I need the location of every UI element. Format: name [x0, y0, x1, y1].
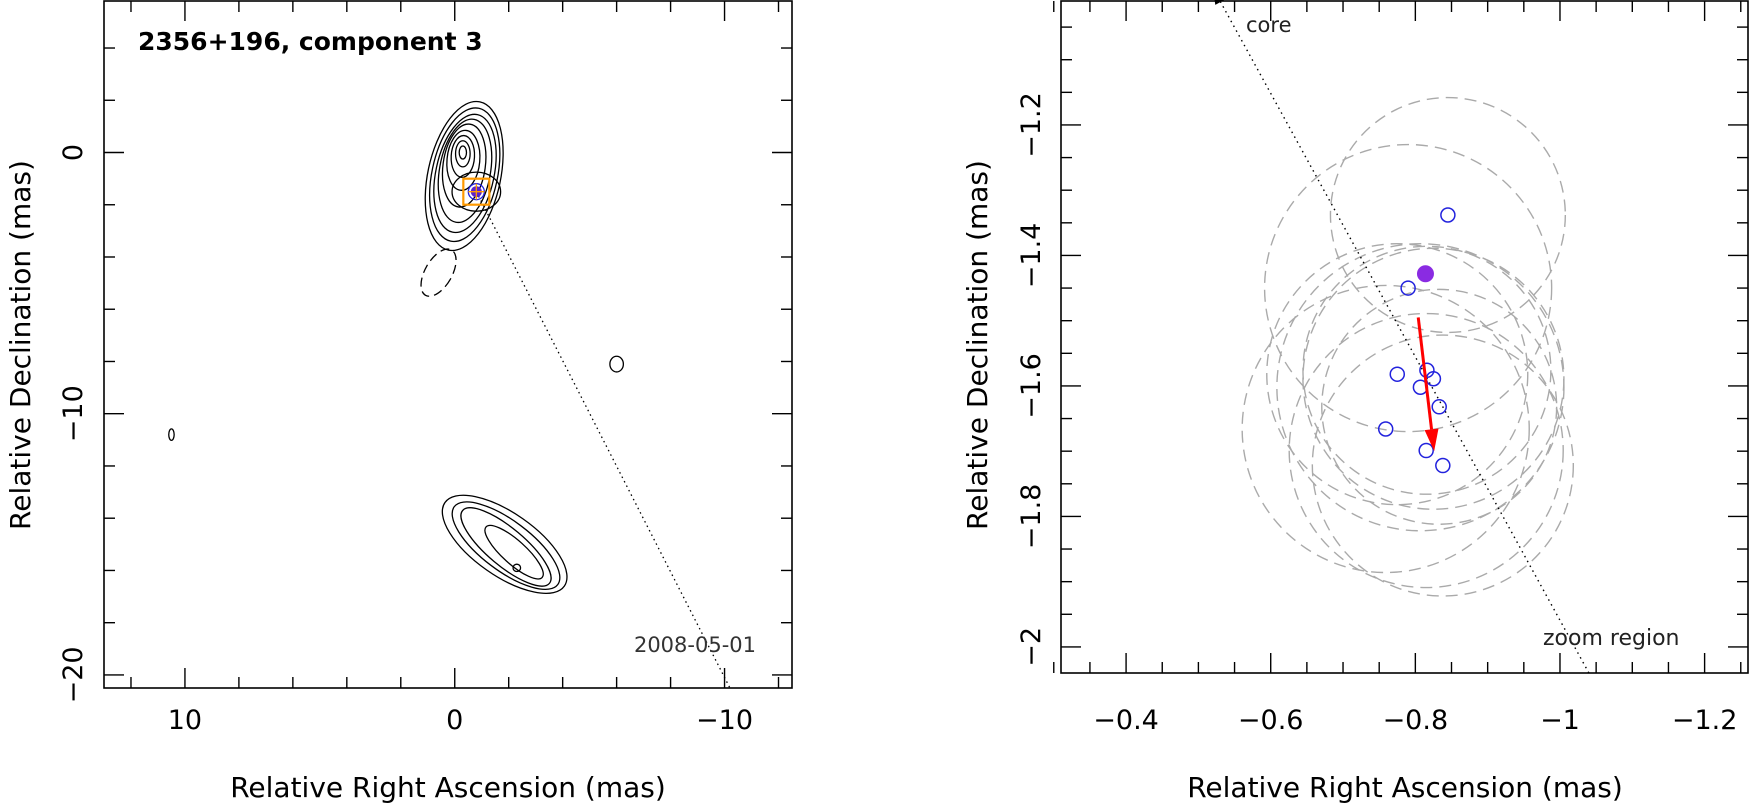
open-circle-point — [1400, 280, 1416, 296]
core-contour — [424, 100, 504, 252]
open-circle-point — [1440, 207, 1456, 223]
uncertainty-circle — [1311, 334, 1575, 597]
extended-emission-contour — [451, 501, 561, 591]
x-tick-label: −0.6 — [1238, 705, 1304, 736]
open-circle-point — [1418, 442, 1434, 459]
motion-vector-shaft — [1416, 317, 1434, 430]
filled-circle-point — [1416, 265, 1434, 283]
extended-emission-contour — [441, 494, 568, 595]
core-contour — [450, 134, 476, 178]
core-contour — [458, 145, 468, 160]
open-circle-point — [1431, 399, 1447, 415]
x-tick-label: −10 — [696, 705, 753, 736]
left-x-tick-labels: 10 0 −10 — [168, 705, 753, 736]
motion-vector — [1416, 317, 1439, 452]
island-contour — [168, 428, 175, 442]
map-title: 2356+196, component 3 — [138, 27, 483, 56]
left-x-axis-label: Relative Right Ascension (mas) — [230, 771, 666, 804]
uncertainty-circle — [1276, 243, 1565, 532]
y-tick-label: −1.4 — [1016, 223, 1047, 289]
right-plot-frame — [1060, 0, 1749, 674]
left-y-axis-label: Relative Declination (mas) — [4, 160, 37, 530]
uncertainty-circle — [1263, 143, 1553, 433]
uncertainty-circle — [1329, 96, 1567, 334]
zoom-region-annotation: zoom region — [1543, 626, 1679, 651]
x-tick-label: 10 — [168, 705, 202, 736]
x-tick-label: −0.4 — [1093, 705, 1159, 736]
core-annotation: core — [1246, 13, 1292, 37]
left-plot-frame — [103, 0, 793, 689]
right-x-axis-label: Relative Right Ascension (mas) — [1187, 771, 1623, 804]
core-arrowhead — [1214, 0, 1225, 5]
uncertainty-circle — [1302, 247, 1565, 510]
negative-contour — [420, 248, 457, 297]
contour-map — [168, 100, 625, 595]
y-tick-label: −1.2 — [1016, 92, 1047, 158]
x-tick-label: 0 — [446, 705, 463, 736]
component-contour — [451, 171, 502, 212]
core-contour — [433, 113, 497, 234]
x-tick-label: −0.8 — [1383, 705, 1449, 736]
right-x-tick-labels: −0.4 −0.6 −0.8 −1 −1.2 — [1093, 705, 1737, 736]
y-tick-label: −1.6 — [1016, 353, 1047, 419]
y-tick-label: −1.8 — [1016, 484, 1047, 550]
x-tick-label: −1 — [1540, 705, 1580, 736]
right-panel-zoom: core zoom region −0.4 −0.6 −0.8 −1 −1.2 −1.2… — [961, 0, 1749, 804]
y-tick-label: −10 — [58, 385, 89, 442]
extended-emission-contour — [512, 563, 522, 573]
epoch-label: 2008-05-01 — [634, 633, 756, 657]
uncertainty-circle — [1288, 312, 1564, 589]
right-axis-ticks — [1053, 1, 1748, 673]
y-tick-label: −2 — [1016, 627, 1047, 667]
extended-emission-contour — [460, 507, 552, 587]
position-points — [1377, 207, 1456, 474]
open-circle-point — [1435, 457, 1451, 474]
core-contour — [441, 123, 487, 208]
island-contour — [609, 355, 625, 373]
component-marker — [462, 177, 491, 206]
left-y-tick-labels: 0 −10 −20 — [58, 144, 89, 704]
core-contour — [454, 140, 471, 168]
y-tick-label: 0 — [58, 144, 89, 161]
core-direction-line — [1218, 0, 1590, 674]
core-contour — [446, 129, 481, 191]
open-circle-point — [1389, 366, 1406, 382]
y-tick-label: −20 — [58, 646, 89, 703]
open-circle-point — [1377, 421, 1394, 437]
left-panel-vlbi-map: 2356+196, component 3 2008-05-01 10 0 −10 … — [4, 0, 793, 804]
jet-direction-line — [475, 191, 731, 689]
uncertainty-circles — [1241, 96, 1575, 597]
zoom-region-box — [462, 177, 491, 206]
left-axis-ticks — [104, 1, 792, 688]
right-y-tick-labels: −1.2 −1.4 −1.6 −1.8 −2 — [1016, 92, 1047, 667]
uncertainty-circle — [1321, 288, 1558, 525]
motion-vector-head — [1424, 428, 1439, 452]
uncertainty-circle — [1266, 243, 1529, 506]
right-y-axis-label: Relative Declination (mas) — [961, 160, 994, 530]
x-tick-label: −1.2 — [1672, 705, 1738, 736]
extended-emission-contour — [484, 524, 544, 580]
uncertainty-circle — [1241, 284, 1530, 574]
